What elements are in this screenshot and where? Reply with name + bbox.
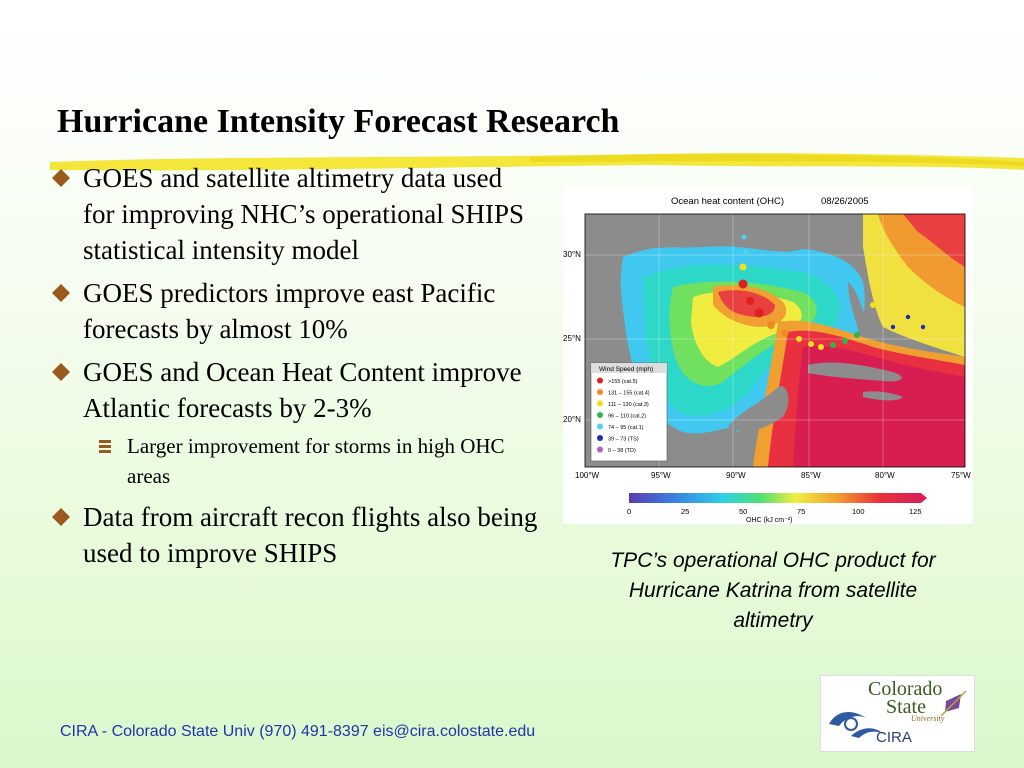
lon-label: 90°W	[726, 471, 746, 480]
bullet-text: Data from aircraft recon flights also be…	[83, 502, 538, 568]
legend-marker	[597, 446, 603, 453]
cira-logo: Colorado State University CIRA	[820, 675, 975, 752]
diamond-bullet-icon	[52, 363, 70, 381]
sub-bullet-item: Larger improvement for storms in high OH…	[50, 431, 540, 491]
legend-label: >155 (cat.5)	[608, 379, 638, 385]
stacked-lines-bullet-icon	[99, 440, 111, 453]
colorbar-tick: 75	[797, 507, 805, 516]
colorbar-tick: 125	[909, 507, 922, 516]
bullet-list: GOES and satellite altimetry data used f…	[50, 160, 540, 578]
logo-cira: CIRA	[876, 729, 912, 746]
legend-items: >155 (cat.5) 131 – 155 (cat.4) 111 – 130 (…	[597, 377, 650, 454]
legend-label: 39 – 73 (TS)	[608, 437, 639, 443]
storm-track	[738, 234, 926, 350]
legend-title: Wind Speed (mph)	[599, 366, 653, 373]
bullet-item: GOES and Ocean Heat Content improve Atla…	[50, 354, 540, 426]
logo-university: University	[911, 714, 945, 723]
lat-label: 25°N	[563, 334, 581, 343]
lon-label: 75°W	[951, 471, 971, 480]
lon-label: 95°W	[651, 471, 671, 480]
colorbar-tick: 0	[627, 507, 631, 516]
wind-speed-legend: Wind Speed (mph)	[590, 362, 668, 462]
lon-label: 100°W	[575, 471, 600, 480]
legend-label: 111 – 130 (cat.3)	[608, 402, 649, 408]
logo-graphic	[829, 690, 967, 738]
lon-label: 80°W	[875, 471, 895, 480]
bullet-item: Data from aircraft recon flights also be…	[50, 499, 540, 571]
logo-state: State	[886, 696, 926, 718]
lat-label: 30°N	[563, 250, 581, 259]
ohc-map-figure: Ocean heat content (OHC) 08/26/2005	[563, 187, 973, 524]
figure-caption: TPC’s operational OHC product for Hurric…	[610, 549, 936, 632]
bullet-text: GOES and satellite altimetry data used f…	[83, 163, 524, 265]
highlight-brush-stroke	[50, 153, 1024, 171]
ohc-map: Ocean heat content (OHC) 08/26/2005	[563, 196, 971, 524]
diamond-bullet-icon	[52, 284, 70, 302]
sub-bullet-text: Larger improvement for storms in high OH…	[127, 434, 505, 488]
legend-marker	[597, 412, 603, 418]
ohc-colorbar	[629, 493, 921, 503]
colorbar-tick: 100	[852, 507, 865, 516]
map-date: 08/26/2005	[821, 196, 869, 207]
slide-title: Hurricane Intensity Forecast Research	[57, 103, 620, 140]
lon-label: 85°W	[801, 471, 821, 480]
bullet-item: GOES and satellite altimetry data used f…	[50, 160, 540, 268]
lat-label: 20°N	[563, 415, 581, 424]
legend-marker	[597, 400, 603, 407]
legend-marker	[597, 389, 603, 395]
legend-label: 74 – 95 (cat.1)	[608, 425, 644, 431]
legend-label: 0 – 38 (TD)	[608, 448, 636, 454]
map-title: Ocean heat content (OHC)	[671, 196, 784, 207]
logo-colorado: Colorado	[868, 678, 943, 700]
legend-marker	[597, 423, 603, 430]
bullet-text: GOES and Ocean Heat Content improve Atla…	[83, 357, 522, 423]
colorbar-label: OHC (kJ cm⁻²)	[746, 517, 792, 524]
diamond-bullet-icon	[52, 169, 70, 187]
colorbar-tick: 25	[681, 507, 689, 516]
legend-label: 131 – 155 (cat.4)	[608, 391, 650, 397]
bullet-text: GOES predictors improve east Pacific for…	[83, 278, 496, 344]
footer-contact: CIRA - Colorado State Univ (970) 491-839…	[60, 723, 536, 740]
bullet-item: GOES predictors improve east Pacific for…	[50, 275, 540, 347]
colorbar-tick: 50	[739, 507, 747, 516]
legend-label: 96 – 110 (cat.2)	[608, 414, 646, 420]
legend-marker	[597, 377, 603, 384]
legend-marker	[597, 435, 603, 441]
map-field: Wind Speed (mph)	[585, 214, 965, 467]
diamond-bullet-icon	[52, 508, 70, 526]
